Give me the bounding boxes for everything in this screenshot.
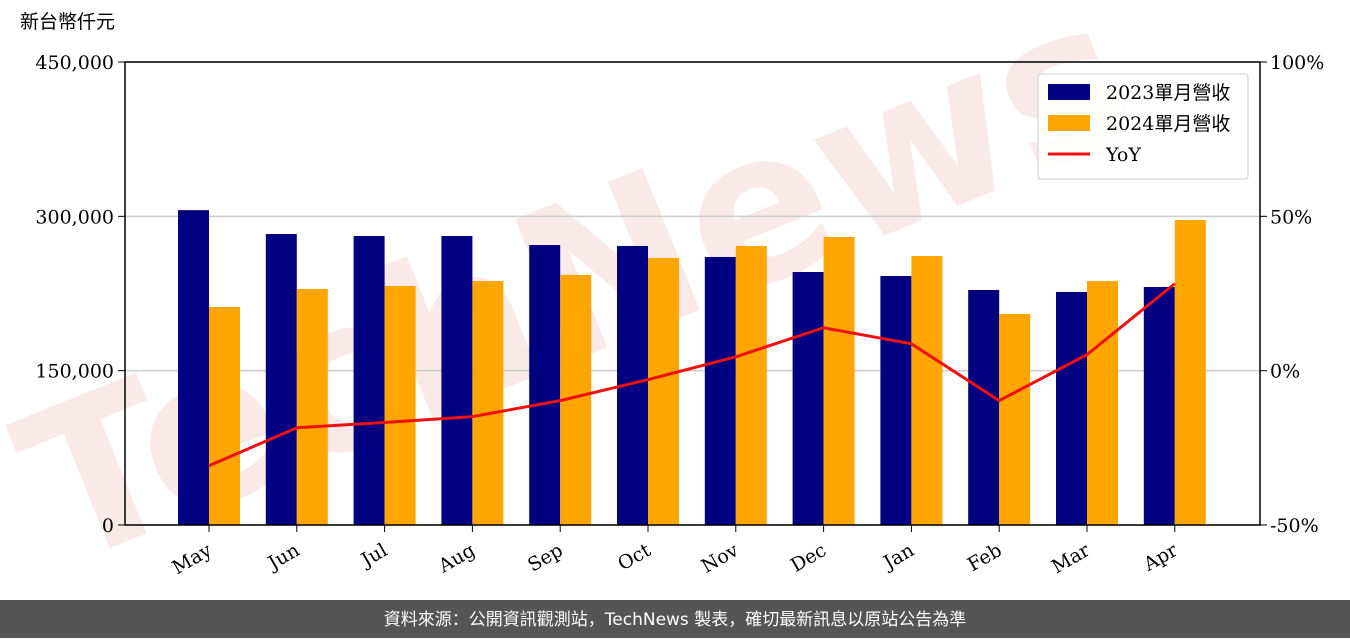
x-tick-label: Apr xyxy=(1139,539,1182,576)
legend-label: YoY xyxy=(1105,144,1141,166)
bar xyxy=(648,258,679,525)
x-tick-label: Mar xyxy=(1048,539,1094,578)
y-axis-label: 新台幣仟元 xyxy=(20,11,115,33)
x-tick-label: Jul xyxy=(356,539,391,572)
x-tick-label: Dec xyxy=(787,539,830,577)
x-tick-label: Nov xyxy=(698,539,743,578)
x-tick-label: Sep xyxy=(524,539,567,576)
y2-tick-label: -50% xyxy=(1270,515,1319,537)
y2-tick-label: 100% xyxy=(1270,52,1324,74)
bar xyxy=(704,256,736,525)
y2-tick-label: 50% xyxy=(1270,206,1312,228)
bar xyxy=(441,235,473,525)
y-tick-label: 300,000 xyxy=(35,206,114,228)
bar xyxy=(529,245,561,525)
x-tick-label: Feb xyxy=(964,539,1006,576)
bar xyxy=(265,234,297,526)
y-tick-label: 0 xyxy=(102,515,114,537)
x-tick-label: Oct xyxy=(614,539,655,575)
bar xyxy=(178,210,209,525)
legend-label: 2024單月營收 xyxy=(1106,113,1230,135)
bar xyxy=(384,285,416,525)
bar xyxy=(735,245,767,525)
x-tick-label: Jun xyxy=(263,539,304,575)
bar xyxy=(911,256,943,525)
bar xyxy=(209,306,240,525)
footer-band xyxy=(0,600,1350,638)
legend-swatch xyxy=(1048,115,1090,131)
bar xyxy=(1143,287,1175,525)
legend-swatch xyxy=(1048,84,1090,100)
x-tick-label: Aug xyxy=(434,539,479,578)
y2-tick-label: 0% xyxy=(1270,361,1300,383)
x-tick-label: Jan xyxy=(878,539,918,575)
bar xyxy=(1174,220,1206,525)
bar xyxy=(472,281,504,525)
bar xyxy=(792,271,824,525)
source-note: 資料來源：公開資訊觀測站，TechNews 製表，確切最新訊息以原站公告為準 xyxy=(384,610,966,630)
bar xyxy=(880,276,912,525)
bar xyxy=(968,290,1000,525)
legend-label: 2023單月營收 xyxy=(1106,82,1230,104)
bar xyxy=(823,237,855,525)
plot-frame xyxy=(124,61,1261,526)
bar xyxy=(1056,291,1087,525)
y-tick-label: 150,000 xyxy=(35,361,114,383)
legend-box xyxy=(1037,73,1249,180)
bar xyxy=(353,235,385,525)
bar xyxy=(999,313,1031,525)
bar xyxy=(296,288,328,525)
bar xyxy=(1087,281,1118,525)
line-series xyxy=(208,282,1176,468)
y-tick-label: 450,000 xyxy=(35,52,114,74)
